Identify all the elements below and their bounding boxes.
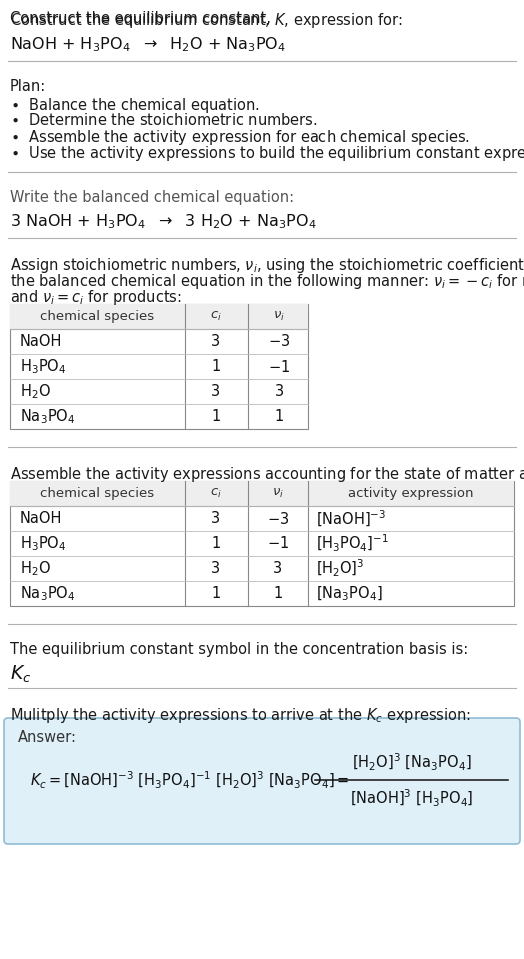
Text: and $\nu_i = c_i$ for products:: and $\nu_i = c_i$ for products:: [10, 288, 182, 307]
Text: $\mathrm{[NaOH]^3\ [H_3PO_4]}$: $\mathrm{[NaOH]^3\ [H_3PO_4]}$: [350, 787, 473, 808]
Bar: [10, 481, 514, 506]
Text: $K_c = \mathrm{[NaOH]^{-3}\ [H_3PO_4]^{-1}\ [H_2O]^{3}\ [Na_3PO_4]}=$: $K_c = \mathrm{[NaOH]^{-3}\ [H_3PO_4]^{-…: [30, 769, 350, 790]
Text: [Na$_3$PO$_4$]: [Na$_3$PO$_4$]: [316, 584, 383, 602]
Bar: [10, 481, 514, 606]
Text: $\nu_i$: $\nu_i$: [272, 487, 284, 500]
Text: Na$_3$PO$_4$: Na$_3$PO$_4$: [20, 584, 75, 603]
Text: Mulitply the activity expressions to arrive at the $K_c$ expression:: Mulitply the activity expressions to arr…: [10, 706, 471, 725]
Text: 3: 3: [274, 561, 282, 576]
Text: H$_2$O: H$_2$O: [20, 559, 51, 578]
Text: NaOH: NaOH: [20, 511, 62, 526]
Text: chemical species: chemical species: [40, 487, 154, 500]
Text: NaOH: NaOH: [20, 334, 62, 349]
Text: the balanced chemical equation in the following manner: $\nu_i = -c_i$ for react: the balanced chemical equation in the fo…: [10, 272, 524, 291]
Text: Construct the equilibrium constant,: Construct the equilibrium constant,: [10, 11, 276, 26]
Text: 1: 1: [275, 409, 283, 424]
Text: Assign stoichiometric numbers, $\nu_i$, using the stoichiometric coefficients, $: Assign stoichiometric numbers, $\nu_i$, …: [10, 256, 524, 275]
Text: 3: 3: [212, 511, 221, 526]
Text: 3: 3: [212, 334, 221, 349]
Text: Answer:: Answer:: [18, 730, 77, 745]
Bar: [10, 304, 308, 429]
Text: 1: 1: [211, 409, 221, 424]
Text: Na$_3$PO$_4$: Na$_3$PO$_4$: [20, 408, 75, 426]
Text: H$_3$PO$_4$: H$_3$PO$_4$: [20, 357, 67, 376]
Text: chemical species: chemical species: [40, 310, 154, 323]
Text: [H$_2$O]$^3$: [H$_2$O]$^3$: [316, 558, 364, 579]
Text: [H$_3$PO$_4$]$^{-1}$: [H$_3$PO$_4$]$^{-1}$: [316, 533, 389, 554]
Text: $c_i$: $c_i$: [210, 487, 222, 500]
Bar: [10, 304, 308, 329]
Text: $c_i$: $c_i$: [210, 310, 222, 323]
Text: 3 NaOH + H$_3$PO$_4$  $\rightarrow$  3 H$_2$O + Na$_3$PO$_4$: 3 NaOH + H$_3$PO$_4$ $\rightarrow$ 3 H$_…: [10, 212, 316, 231]
Text: $-1$: $-1$: [267, 535, 289, 551]
Text: Write the balanced chemical equation:: Write the balanced chemical equation:: [10, 190, 294, 205]
Text: 1: 1: [211, 359, 221, 374]
Text: 1: 1: [211, 536, 221, 551]
Text: $-3$: $-3$: [267, 510, 289, 526]
Text: $\bullet$  Assemble the activity expression for each chemical species.: $\bullet$ Assemble the activity expressi…: [10, 128, 470, 147]
Text: $\bullet$  Balance the chemical equation.: $\bullet$ Balance the chemical equation.: [10, 96, 260, 115]
Text: 3: 3: [212, 384, 221, 399]
Text: [NaOH]$^{-3}$: [NaOH]$^{-3}$: [316, 508, 386, 528]
Text: $\bullet$  Use the activity expressions to build the equilibrium constant expres: $\bullet$ Use the activity expressions t…: [10, 144, 524, 163]
Text: $\mathrm{[H_2O]^3\ [Na_3PO_4]}$: $\mathrm{[H_2O]^3\ [Na_3PO_4]}$: [352, 752, 471, 773]
Text: Assemble the activity expressions accounting for the state of matter and $\nu_i$: Assemble the activity expressions accoun…: [10, 465, 524, 484]
Text: H$_3$PO$_4$: H$_3$PO$_4$: [20, 534, 67, 552]
Text: NaOH + H$_3$PO$_4$  $\rightarrow$  H$_2$O + Na$_3$PO$_4$: NaOH + H$_3$PO$_4$ $\rightarrow$ H$_2$O …: [10, 35, 286, 54]
Text: 3: 3: [275, 384, 283, 399]
Text: 1: 1: [274, 586, 282, 601]
Text: $\bullet$  Determine the stoichiometric numbers.: $\bullet$ Determine the stoichiometric n…: [10, 112, 318, 128]
Text: The equilibrium constant symbol in the concentration basis is:: The equilibrium constant symbol in the c…: [10, 642, 468, 657]
Text: 3: 3: [212, 561, 221, 576]
Text: $-3$: $-3$: [268, 334, 290, 349]
Text: Construct the equilibrium constant, $K$, expression for:: Construct the equilibrium constant, $K$,…: [10, 11, 402, 30]
Text: Plan:: Plan:: [10, 79, 46, 94]
Text: 1: 1: [211, 586, 221, 601]
Text: H$_2$O: H$_2$O: [20, 382, 51, 401]
Text: activity expression: activity expression: [348, 487, 474, 500]
Text: $\nu_i$: $\nu_i$: [273, 310, 285, 323]
Text: $K_c$: $K_c$: [10, 664, 31, 686]
Text: $-1$: $-1$: [268, 359, 290, 375]
FancyBboxPatch shape: [4, 718, 520, 844]
